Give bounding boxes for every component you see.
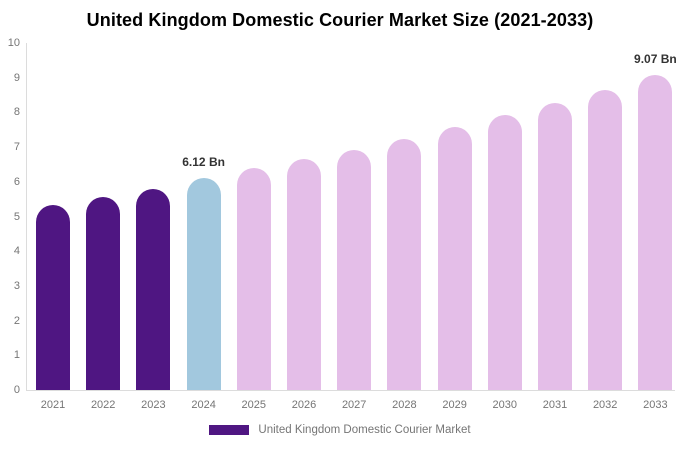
bar-2029 [437, 126, 472, 390]
x-tick-label: 2021 [40, 399, 66, 411]
y-tick-label: 9 [13, 71, 20, 84]
bar-2021 [36, 205, 70, 390]
bar-2028 [387, 139, 422, 390]
x-tick-label: 2030 [492, 399, 518, 411]
bar-2027 [337, 149, 372, 390]
bar-2032 [588, 90, 623, 390]
bar-2031 [538, 103, 572, 390]
legend-label: United Kingdom Domestic Courier Market [258, 424, 471, 436]
y-tick-label: 5 [13, 210, 20, 223]
y-tick-label: 3 [13, 279, 20, 292]
y-tick-label: 4 [13, 245, 20, 258]
x-tick-label: 2026 [291, 399, 317, 411]
x-tick-label: 2029 [442, 399, 467, 411]
y-tick-label: 7 [13, 141, 20, 154]
legend-swatch [209, 425, 250, 435]
x-tick-label: 2023 [141, 399, 166, 411]
y-tick-label: 10 [7, 37, 20, 49]
x-tick-label: 2027 [341, 399, 367, 411]
y-tick-label: 6 [13, 175, 20, 188]
bar-2024 [186, 177, 221, 390]
y-tick-label: 2 [13, 314, 20, 327]
x-tick-label: 2022 [90, 399, 116, 411]
bar-2033 [638, 75, 673, 390]
x-tick-label: 2025 [241, 399, 267, 411]
x-tick-label: 2024 [191, 399, 216, 411]
plot-area: 2021 2022 2023 2024 2025 2026 2027 2028 2029 2030… [26, 43, 677, 411]
bar-2025 [236, 168, 271, 390]
bar-2022 [86, 197, 121, 390]
bar-2023 [136, 189, 171, 390]
x-tick-label: 2031 [542, 399, 568, 411]
value-label-2033: 9.07 Bn [634, 52, 677, 67]
x-tick-label: 2032 [592, 399, 618, 411]
bar-2030 [487, 115, 522, 390]
value-label-2024: 6.12 Bn [182, 154, 225, 169]
y-tick-label: 0 [13, 384, 20, 396]
x-tick-label: 2033 [643, 399, 668, 411]
legend: United Kingdom Domestic Courier Market [0, 424, 680, 436]
x-tick-label: 2028 [392, 399, 417, 411]
y-tick-label: 8 [13, 106, 20, 119]
chart-title: United Kingdom Domestic Courier Market S… [86, 10, 594, 30]
bar-2026 [287, 158, 321, 390]
y-tick-label: 1 [13, 349, 20, 362]
